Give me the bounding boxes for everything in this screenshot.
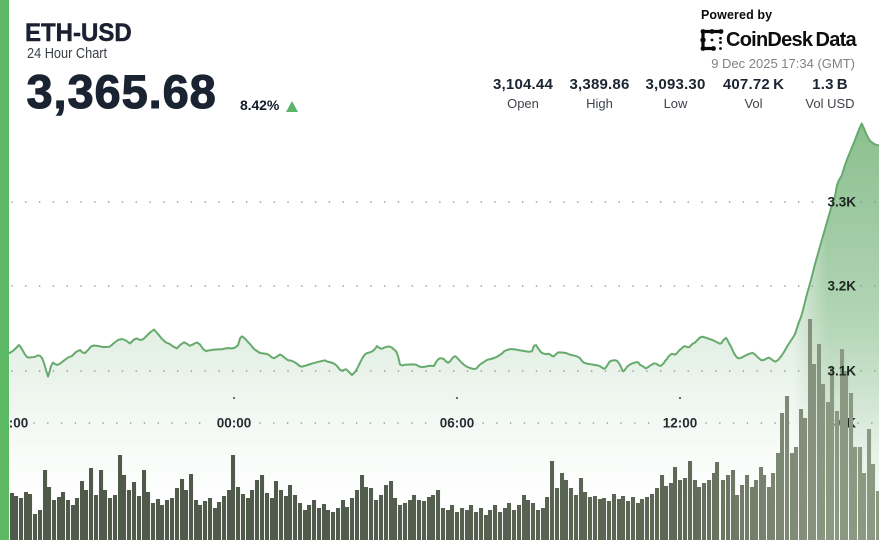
svg-text:3.2K: 3.2K	[827, 279, 856, 294]
svg-text:00:00: 00:00	[217, 416, 252, 431]
svg-text:06:00: 06:00	[440, 416, 475, 431]
svg-text:3.1K: 3.1K	[827, 364, 856, 379]
svg-text:12:00: 12:00	[663, 416, 698, 431]
svg-text:3.3K: 3.3K	[827, 195, 856, 210]
